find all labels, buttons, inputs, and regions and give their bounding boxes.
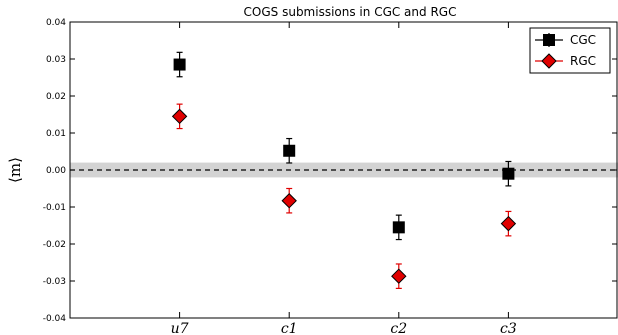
- rgc-point: [391, 268, 407, 284]
- y-tick-label: 0.02: [46, 92, 66, 102]
- y-tick-label: -0.02: [43, 240, 66, 250]
- legend: CGC RGC: [529, 27, 611, 74]
- rgc-point: [281, 193, 297, 209]
- y-tick-label: -0.01: [43, 203, 66, 213]
- data-marks: [171, 51, 517, 289]
- cgc-point: [502, 167, 515, 180]
- cgc-point: [173, 58, 186, 71]
- y-tick-label: 0.01: [46, 129, 66, 139]
- x-tick-label: c2: [390, 321, 407, 335]
- y-tick-label: 0.04: [46, 18, 66, 28]
- y-tick-label: -0.03: [43, 277, 66, 287]
- y-tick-label: 0.00: [46, 166, 66, 176]
- x-tick-label: u7: [171, 321, 189, 335]
- legend-marker-cgc: [543, 34, 555, 46]
- cgc-point: [392, 221, 405, 234]
- rgc-point: [171, 108, 188, 125]
- cgc-point: [283, 144, 296, 157]
- x-tick-label: c3: [500, 321, 517, 335]
- chart-title: COGS submissions in CGC and RGC: [244, 5, 457, 19]
- legend-label-cgc: CGC: [570, 33, 596, 47]
- y-tick-label: -0.04: [43, 314, 67, 324]
- rgc-point: [500, 215, 517, 232]
- x-tick-label: c1: [281, 321, 298, 335]
- legend-label-rgc: RGC: [570, 54, 596, 68]
- y-axis-label: ⟨m⟩: [6, 157, 24, 183]
- y-tick-label: 0.03: [46, 55, 66, 65]
- legend-box: [529, 27, 611, 74]
- plot-frame: [69, 21, 618, 319]
- legend-marker-rgc: [541, 53, 557, 69]
